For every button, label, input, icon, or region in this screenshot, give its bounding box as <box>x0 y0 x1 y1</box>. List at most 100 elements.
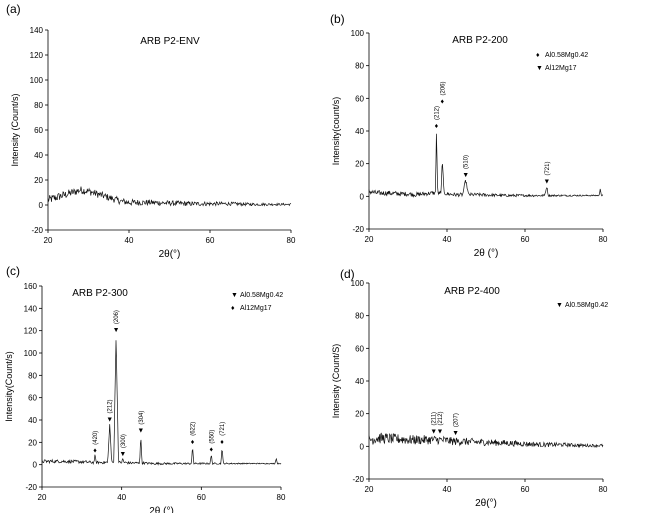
legend-label: Al0.58Mg0.42 <box>240 292 283 299</box>
x-axis-label: 2θ(°) <box>159 249 181 260</box>
peak-label: (721) <box>220 422 226 436</box>
peak-marker: ▼ <box>430 429 437 436</box>
x-tick-label: 60 <box>197 493 206 502</box>
y-tick-label: 60 <box>355 94 364 103</box>
y-tick-label: 120 <box>24 327 38 336</box>
peak-marker: ▼ <box>106 416 113 423</box>
y-tick-label: 0 <box>360 192 365 201</box>
y-tick-label: 100 <box>351 279 365 288</box>
y-tick-label: 0 <box>360 442 365 451</box>
y-tick-label: -20 <box>352 475 364 484</box>
peak-marker: ♦ <box>435 123 439 130</box>
x-tick-label: 80 <box>599 485 608 494</box>
y-tick-label: 40 <box>34 151 43 160</box>
y-tick-label: -20 <box>31 226 43 235</box>
peak-marker: ▼ <box>543 179 550 186</box>
peak-marker: ♦ <box>210 447 214 454</box>
legend-label: Al12Mg17 <box>545 65 577 72</box>
x-tick-label: 80 <box>599 235 608 244</box>
peak-label: (721) <box>545 162 551 176</box>
peak-label: (207) <box>454 413 460 427</box>
y-tick-label: 80 <box>355 62 364 71</box>
chart-title: ARB P2-400 <box>444 286 500 297</box>
x-tick-label: 80 <box>277 493 286 502</box>
peak-label: (212) <box>438 412 444 426</box>
peak-marker: ▼ <box>462 172 469 179</box>
y-tick-label: 60 <box>28 394 37 403</box>
y-tick-label: -20 <box>25 483 37 492</box>
chart-panel-b: 20 40 60 80 -20 0 20 40 60 80 100 2θ (°) Intensity(c… <box>330 12 608 259</box>
y-tick-label: 20 <box>28 438 37 447</box>
panel-label: (b) <box>330 12 345 26</box>
xrd-series-line <box>368 432 604 449</box>
peak-label: (420) <box>93 431 99 445</box>
peak-label: (304) <box>139 411 145 425</box>
y-tick-label: 20 <box>34 176 43 185</box>
y-axis-label: Intensity(Count/s) <box>4 351 14 422</box>
y-tick-label: 60 <box>34 126 43 135</box>
y-tick-label: 140 <box>24 304 38 313</box>
x-tick-label: 40 <box>125 236 134 245</box>
x-tick-label: 20 <box>38 493 47 502</box>
legend-marker: ♦ <box>231 305 235 312</box>
x-tick-label: 60 <box>206 236 215 245</box>
legend-label: Al0.58Mg0.42 <box>565 302 608 309</box>
panel-label: (c) <box>6 264 20 278</box>
legend-marker: ▼ <box>536 65 543 72</box>
peak-label: (211) <box>432 412 438 426</box>
peak-label: (212) <box>434 106 440 120</box>
x-tick-label: 20 <box>365 485 374 494</box>
peak-label: (510) <box>464 155 470 169</box>
x-tick-label: 40 <box>117 493 126 502</box>
peak-label: (550) <box>209 430 215 444</box>
y-tick-label: 100 <box>24 349 38 358</box>
chart-panel-c: 20 40 60 80 -20 0 20 40 60 80 100 120 140 160 2θ (°) In… <box>4 264 286 513</box>
panel-label: (d) <box>340 267 355 281</box>
xrd-series-line <box>368 133 604 198</box>
y-tick-label: 20 <box>355 410 364 419</box>
x-axis-label: 2θ (°) <box>474 248 499 259</box>
y-axis-label: Intensity(count/s) <box>331 97 341 166</box>
legend-label: Al12Mg17 <box>240 305 272 312</box>
y-tick-label: 0 <box>33 461 38 470</box>
legend-marker: ♦ <box>536 52 540 59</box>
peak-label: (622) <box>191 422 197 436</box>
peak-marker: ♦ <box>93 448 97 455</box>
peak-marker: ▼ <box>137 428 144 435</box>
peak-marker: ▼ <box>437 429 444 436</box>
x-tick-label: 80 <box>287 236 296 245</box>
y-tick-label: 100 <box>30 76 44 85</box>
x-axis-label: 2θ (°) <box>149 506 174 513</box>
y-tick-label: 80 <box>34 101 43 110</box>
peak-marker: ▼ <box>452 430 459 437</box>
y-tick-label: 120 <box>30 51 44 60</box>
y-tick-label: 0 <box>39 201 44 210</box>
x-axis-label: 2θ(°) <box>475 498 497 509</box>
y-tick-label: 100 <box>351 29 365 38</box>
peak-label: (300) <box>121 434 127 448</box>
y-tick-label: 80 <box>355 312 364 321</box>
y-tick-label: 140 <box>30 26 44 35</box>
peak-label: (212) <box>108 399 114 413</box>
y-tick-label: 40 <box>28 416 37 425</box>
peak-marker: ♦ <box>441 99 445 106</box>
chart-panel-d: 20 40 60 80 -20 0 20 40 60 80 100 2θ(°) Intensity (C… <box>331 267 608 509</box>
y-axis-label: Intensity (Count/s) <box>10 93 20 166</box>
x-tick-label: 60 <box>521 235 530 244</box>
x-tick-label: 20 <box>365 235 374 244</box>
x-tick-label: 60 <box>521 485 530 494</box>
y-tick-label: 40 <box>355 127 364 136</box>
y-tick-label: 160 <box>24 282 38 291</box>
legend-label: Al0.58Mg0.42 <box>545 52 588 59</box>
peak-label: (206) <box>114 310 120 324</box>
y-tick-label: 20 <box>355 160 364 169</box>
chart-title: ARB P2-200 <box>452 35 508 46</box>
y-tick-label: 80 <box>28 371 37 380</box>
chart-title: ARB P2-300 <box>72 288 128 299</box>
xrd-series-line <box>41 340 282 466</box>
x-tick-label: 40 <box>443 485 452 494</box>
chart-panel-a: 20 40 60 80 -20 0 20 40 60 80 100 120 140 2θ(°) Intens… <box>6 2 296 260</box>
peak-marker: ♦ <box>191 439 195 446</box>
x-tick-label: 40 <box>443 235 452 244</box>
y-tick-label: 60 <box>355 344 364 353</box>
